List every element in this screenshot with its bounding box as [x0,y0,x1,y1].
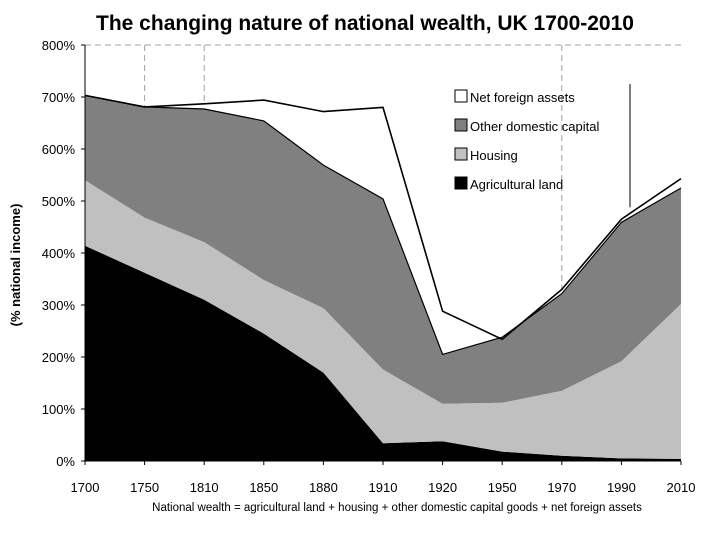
x-tick-label: 1950 [488,480,517,495]
area-series [84,94,682,461]
y-tick-label: 0% [56,454,75,469]
chart-title: The changing nature of national wealth, … [96,12,634,35]
legend-swatch-other-domestic-capital [454,118,468,132]
legend-label-other-domestic-capital: Other domestic capital [470,119,599,134]
x-tick-label: 1750 [130,480,159,495]
x-tick-label: 1880 [309,480,338,495]
legend-label-housing: Housing [470,148,518,163]
y-tick-label: 800% [42,38,76,53]
x-tick-label: 1700 [71,480,100,495]
x-tick-label: 1850 [249,480,278,495]
y-tick-label: 600% [42,142,76,157]
y-tick-label: 100% [42,402,76,417]
x-tick-label: 1920 [428,480,457,495]
x-tick-labels: 1700 1750 1810 1850 1880 1910 1920 1950 1970 1990… [71,461,696,495]
legend: Net foreign assets Other domestic capital… [454,84,631,208]
line-total-wealth [84,94,682,341]
legend-swatch-agricultural-land [454,176,468,190]
line-domestic-wealth [84,94,682,356]
area-agricultural-land [85,245,681,461]
y-tick-label: 300% [42,298,76,313]
x-tick-label: 1990 [607,480,636,495]
y-tick-label: 200% [42,350,76,365]
area-housing [85,180,681,459]
x-tick-label: 1910 [369,480,398,495]
x-tick-label: 1970 [547,480,576,495]
area-other-domestic-capital [85,95,681,404]
y-tick-label: 500% [42,194,76,209]
y-tick-labels: 0% 100% 200% 300% 400% 500% 600% 700% 800% [42,38,85,469]
area-net-foreign-assets [85,95,681,355]
x-tick-label: 1810 [190,480,219,495]
y-tick-label: 400% [42,246,76,261]
y-axis-label: (% national income) [8,204,23,327]
x-tick-label: 2010 [667,480,696,495]
legend-label-net-foreign-assets: Net foreign assets [470,90,575,105]
legend-swatch-net-foreign-assets [454,89,468,103]
x-axis-label: National wealth = agricultural land + ho… [152,502,642,514]
y-tick-label: 700% [42,90,76,105]
legend-label-agricultural-land: Agricultural land [470,177,563,192]
legend-swatch-housing [454,147,468,161]
